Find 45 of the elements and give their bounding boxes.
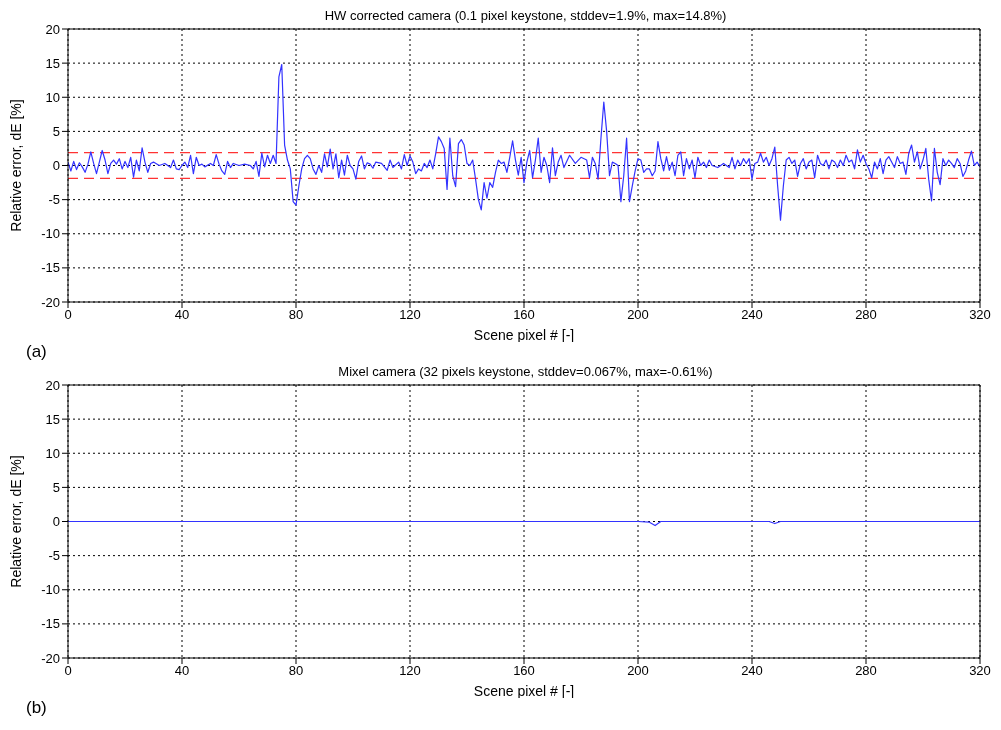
x-tick-label: 40 <box>174 307 190 323</box>
chart-title: Mixel camera (32 pixels keystone, stddev=0.067%, max=-0.61%) <box>338 364 713 379</box>
y-tick-label: 0 <box>52 158 60 174</box>
y-tick-label: 5 <box>52 479 60 495</box>
x-tick-label: 320 <box>969 663 991 679</box>
y-tick-label: -15 <box>41 260 60 276</box>
y-tick-label: 10 <box>45 89 60 105</box>
y-tick-label: -20 <box>41 650 60 666</box>
chart-title: HW corrected camera (0.1 pixel keystone, stddev=1.9%, max=14.8%) <box>324 8 727 23</box>
x-tick-label: 120 <box>399 307 421 323</box>
x-tick-label: 40 <box>174 663 190 679</box>
x-tick-label: 240 <box>741 663 763 679</box>
y-tick-label: -20 <box>41 294 60 310</box>
y-axis-title: Relative error, dE [%] <box>7 455 24 588</box>
x-tick-label: 280 <box>855 307 877 323</box>
x-axis-title: Scene pixel # [-] <box>473 327 575 343</box>
y-tick-label: -10 <box>41 582 60 598</box>
x-tick-label: 160 <box>513 307 535 323</box>
x-tick-label: 240 <box>741 307 763 323</box>
x-tick-label: 80 <box>288 663 304 679</box>
y-tick-label: 20 <box>45 377 60 393</box>
x-axis-title: Scene pixel # [-] <box>473 683 575 699</box>
y-tick-label: -15 <box>41 616 60 632</box>
line-series <box>68 63 980 221</box>
text: (b) <box>26 698 48 719</box>
y-tick-label: 15 <box>45 411 60 427</box>
y-tick-label: 20 <box>45 21 60 37</box>
x-tick-label: 120 <box>399 663 421 679</box>
x-tick-label: 0 <box>64 307 72 323</box>
y-tick-label: 5 <box>52 123 60 139</box>
x-tick-label: 160 <box>513 663 535 679</box>
y-tick-label: 0 <box>52 514 60 530</box>
x-tick-label: 320 <box>969 307 991 323</box>
x-tick-label: 200 <box>627 307 649 323</box>
x-tick-label: 280 <box>855 663 877 679</box>
x-tick-label: 80 <box>288 307 304 323</box>
y-tick-label: 15 <box>45 55 60 71</box>
y-tick-label: -10 <box>41 226 60 242</box>
y-tick-label: 10 <box>45 445 60 461</box>
y-tick-label: -5 <box>48 548 60 564</box>
y-tick-label: -5 <box>48 192 60 208</box>
x-tick-label: 0 <box>64 663 72 679</box>
y-axis-title: Relative error, dE [%] <box>7 99 24 232</box>
x-tick-label: 200 <box>627 663 649 679</box>
text: (a) <box>26 342 48 363</box>
